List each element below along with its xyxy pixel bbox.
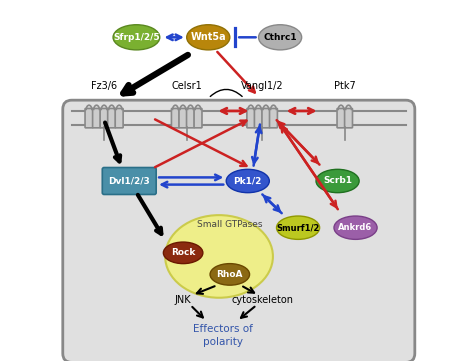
Text: Vangl1/2: Vangl1/2 — [241, 81, 283, 91]
Text: Cthrc1: Cthrc1 — [263, 33, 297, 42]
Ellipse shape — [187, 25, 230, 50]
FancyBboxPatch shape — [179, 109, 187, 128]
FancyBboxPatch shape — [92, 109, 100, 128]
Text: Rock: Rock — [171, 248, 195, 257]
Ellipse shape — [334, 216, 377, 239]
Ellipse shape — [210, 264, 250, 285]
FancyBboxPatch shape — [255, 109, 262, 128]
FancyBboxPatch shape — [337, 109, 345, 128]
FancyBboxPatch shape — [115, 109, 123, 128]
Text: RhoA: RhoA — [217, 270, 243, 279]
Ellipse shape — [113, 25, 160, 50]
FancyBboxPatch shape — [102, 168, 156, 194]
FancyBboxPatch shape — [108, 109, 116, 128]
FancyBboxPatch shape — [345, 109, 353, 128]
Ellipse shape — [226, 169, 269, 193]
Text: Celsr1: Celsr1 — [171, 81, 202, 91]
Text: Dvl1/2/3: Dvl1/2/3 — [109, 177, 150, 185]
FancyBboxPatch shape — [85, 109, 93, 128]
Text: Pk1/2: Pk1/2 — [234, 177, 262, 185]
Text: Small GTPases: Small GTPases — [197, 220, 263, 229]
Text: Scrb1: Scrb1 — [323, 177, 352, 185]
Text: Fz3/6: Fz3/6 — [91, 81, 117, 91]
Ellipse shape — [164, 242, 203, 264]
Text: Smurf1/2: Smurf1/2 — [276, 223, 320, 232]
Text: Wnt5a: Wnt5a — [191, 32, 226, 42]
FancyBboxPatch shape — [187, 109, 194, 128]
FancyBboxPatch shape — [63, 100, 415, 362]
FancyBboxPatch shape — [172, 109, 179, 128]
FancyBboxPatch shape — [194, 109, 202, 128]
Text: cytoskeleton: cytoskeleton — [231, 295, 293, 304]
Ellipse shape — [258, 25, 301, 50]
Text: Ankrd6: Ankrd6 — [338, 223, 373, 232]
Ellipse shape — [276, 216, 319, 239]
Text: Sfrp1/2/5: Sfrp1/2/5 — [113, 33, 160, 42]
FancyBboxPatch shape — [270, 109, 277, 128]
Text: Effectors of
polarity: Effectors of polarity — [193, 324, 253, 347]
Text: JNK: JNK — [175, 295, 191, 304]
Ellipse shape — [165, 215, 273, 298]
Ellipse shape — [316, 169, 359, 193]
FancyBboxPatch shape — [100, 109, 108, 128]
Text: Ptk7: Ptk7 — [334, 81, 356, 91]
FancyBboxPatch shape — [262, 109, 270, 128]
FancyBboxPatch shape — [247, 109, 255, 128]
